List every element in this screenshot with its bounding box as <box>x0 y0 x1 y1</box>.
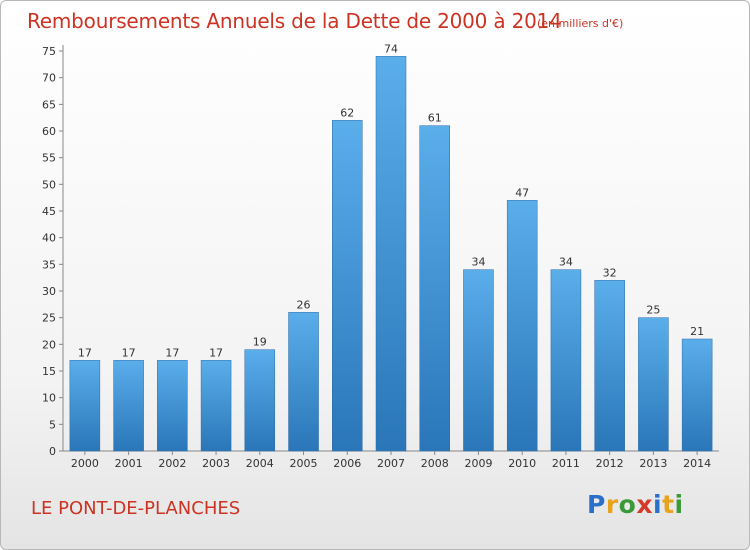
x-tick-label: 2004 <box>246 457 274 470</box>
bar <box>506 200 538 452</box>
logo-letter: i <box>653 490 663 519</box>
bar <box>638 317 669 452</box>
y-tick-label: 45 <box>42 205 56 218</box>
data-label: 25 <box>646 304 660 317</box>
bar <box>200 360 232 452</box>
bar <box>463 269 494 452</box>
unit-note: (en milliers d'€) <box>537 17 624 30</box>
bar <box>594 280 625 452</box>
y-tick-label: 40 <box>42 232 56 245</box>
y-tick-label: 15 <box>42 365 56 378</box>
data-label: 47 <box>515 186 529 199</box>
data-label: 62 <box>340 106 354 119</box>
data-label: 61 <box>428 112 442 125</box>
place-name: LE PONT-DE-PLANCHES <box>31 498 241 519</box>
bar <box>681 338 713 452</box>
data-label: 32 <box>603 266 617 279</box>
y-tick-label: 50 <box>42 178 56 191</box>
y-tick-label: 75 <box>42 45 56 58</box>
y-tick-label: 30 <box>42 285 56 298</box>
data-label: 74 <box>384 42 398 55</box>
data-label: 34 <box>471 256 485 269</box>
y-tick-label: 10 <box>42 392 56 405</box>
y-tick-label: 35 <box>42 258 56 271</box>
y-tick-label: 60 <box>42 125 56 138</box>
y-tick-label: 65 <box>42 98 56 111</box>
y-tick-label: 55 <box>42 152 56 165</box>
logo-letter: o <box>618 490 637 519</box>
x-tick-label: 2014 <box>683 457 711 470</box>
x-tick-label: 2013 <box>639 457 667 470</box>
y-tick-label: 20 <box>42 338 56 351</box>
bar <box>550 269 582 452</box>
logo-letter: P <box>587 490 606 519</box>
bar <box>288 312 319 452</box>
data-label: 17 <box>122 346 136 359</box>
x-tick-label: 2011 <box>552 457 580 470</box>
y-tick-label: 70 <box>42 72 56 85</box>
bar <box>157 360 188 452</box>
data-label: 17 <box>78 346 92 359</box>
x-tick-label: 2007 <box>377 457 405 470</box>
logo-letter: i <box>674 490 684 519</box>
bar <box>375 56 407 452</box>
data-label: 21 <box>690 325 704 338</box>
data-label: 17 <box>209 346 223 359</box>
x-tick-label: 2005 <box>290 457 318 470</box>
x-tick-label: 2002 <box>158 457 186 470</box>
y-tick-label: 5 <box>49 418 56 431</box>
x-tick-label: 2006 <box>333 457 361 470</box>
bar <box>69 360 101 452</box>
x-tick-label: 2008 <box>421 457 449 470</box>
chart-title: Remboursements Annuels de la Dette de 20… <box>27 9 562 33</box>
bar <box>113 360 144 452</box>
logo-letter: x <box>636 490 653 519</box>
x-tick-label: 2010 <box>508 457 536 470</box>
data-label: 17 <box>165 346 179 359</box>
data-label: 19 <box>253 336 267 349</box>
y-tick-label: 25 <box>42 312 56 325</box>
logo-letter: r <box>605 490 619 519</box>
logo-letter: t <box>662 490 675 519</box>
x-tick-label: 2000 <box>71 457 99 470</box>
x-tick-label: 2009 <box>464 457 492 470</box>
y-tick-label: 0 <box>49 445 56 458</box>
bar <box>419 125 450 452</box>
x-tick-label: 2012 <box>596 457 624 470</box>
proxiti-logo: Proxiti <box>587 490 684 519</box>
x-tick-label: 2001 <box>115 457 143 470</box>
data-label: 34 <box>559 256 573 269</box>
x-tick-label: 2003 <box>202 457 230 470</box>
data-label: 26 <box>297 298 311 311</box>
bar <box>244 349 276 452</box>
bar <box>332 120 363 452</box>
